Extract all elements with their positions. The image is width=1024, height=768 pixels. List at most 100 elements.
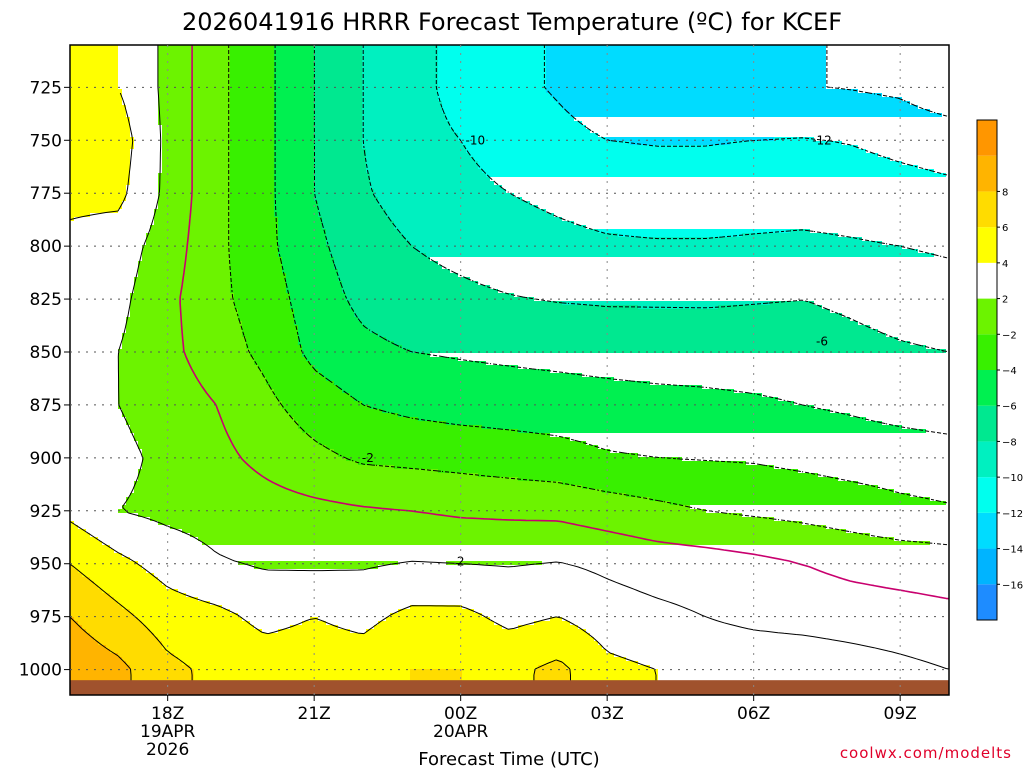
temperature-cell [154,209,230,213]
temperature-cell [670,501,946,505]
temperature-cell [70,101,122,105]
temperature-cell [138,473,478,477]
temperature-cell [70,429,130,433]
temperature-cell [138,261,230,265]
temperature-cell [70,201,122,205]
temperature-cell [298,341,394,345]
temperature-cell [70,433,134,437]
temperature-cell [474,609,694,613]
temperature-cell [70,501,126,505]
temperature-cell [198,537,894,541]
temperature-cell [118,73,158,77]
contour-label: -6 [816,334,828,348]
temperature-cell [314,193,374,197]
temperature-cell [518,625,578,629]
temperature-cell [134,613,238,617]
temperature-cell [362,137,458,141]
temperature-cell [162,129,230,133]
temperature-cell [278,221,322,225]
temperature-cell [70,89,122,93]
credit-text[interactable]: coolwx.com/modelts [840,744,1012,762]
temperature-cell [402,233,618,237]
temperature-cell [314,149,366,153]
y-tick-label: 750 [30,131,62,151]
temperature-cell [70,53,118,57]
temperature-cell [190,533,870,537]
temperature-cell [70,173,130,177]
temperature-cell [362,117,446,121]
temperature-cell [174,653,614,657]
temperature-cell [342,285,490,289]
temperature-cell [70,193,126,197]
temperature-cell [410,673,462,677]
temperature-cell [366,169,482,173]
temperature-cell [266,381,334,385]
temperature-cell [230,153,274,157]
temperature-cell [158,189,230,193]
temperature-cell [158,193,230,197]
temperature-cell [546,49,826,53]
temperature-cell [130,173,158,177]
temperature-cell [382,205,538,209]
temperature-cell [350,629,366,633]
temperature-cell [418,249,918,253]
temperature-cell [118,357,254,361]
y-tick-label: 1000 [19,661,62,681]
temperature-cell [366,161,478,165]
temperature-cell [262,373,322,377]
temperature-cell [374,625,502,629]
temperature-cell [370,185,502,189]
temperature-cell [126,185,158,189]
temperature-cell [230,241,278,245]
temperature-cell [70,513,138,517]
temperature-cell [386,617,490,621]
temperature-cell [230,113,274,117]
temperature-cell [242,329,298,333]
temperature-cell [274,53,314,57]
temperature-cell [230,193,274,197]
temperature-cell [90,213,154,217]
temperature-cell [438,469,798,473]
y-tick-label: 975 [30,608,62,628]
temperature-cell [450,125,586,129]
temperature-cell [134,489,602,493]
y-tick-label: 850 [30,343,62,363]
temperature-cell [94,637,158,641]
temperature-cell [230,165,274,169]
temperature-cell [70,337,122,341]
temperature-cell [70,457,142,461]
temperature-cell [142,465,394,469]
colorbar-label: −10 [1002,473,1023,484]
contour-lines [70,45,949,695]
contour-label: -10 [466,133,486,147]
temperature-cell [158,61,230,65]
temperature-cell [314,73,362,77]
temperature-cell [230,129,274,133]
temperature-cell [230,89,274,93]
temperature-cell [242,325,298,329]
temperature-cell [314,137,362,141]
temperature-cell [578,625,742,629]
temperature-cell [546,65,826,69]
temperature-cell [158,77,230,81]
temperature-cell [70,257,142,261]
temperature-cell [410,669,462,673]
colorbar-swatch [977,227,997,263]
y-tick-label: 775 [30,184,62,204]
temperature-cell [70,569,78,573]
temperature-cell [70,461,142,465]
temperature-cell [562,481,858,485]
temperature-cell [70,549,114,553]
temperature-cell [86,529,182,533]
temperature-cell [118,81,158,85]
temperature-cell [278,397,354,401]
temperature-cell [70,289,134,293]
temperature-cell [326,621,378,625]
temperature-cell [534,669,570,673]
temperature-cell [90,577,158,581]
temperature-cell [70,113,126,117]
temperature-cell [70,597,114,601]
temperature-cell [118,405,282,409]
temperature-cell [290,625,338,629]
temperature-cell [70,205,122,209]
